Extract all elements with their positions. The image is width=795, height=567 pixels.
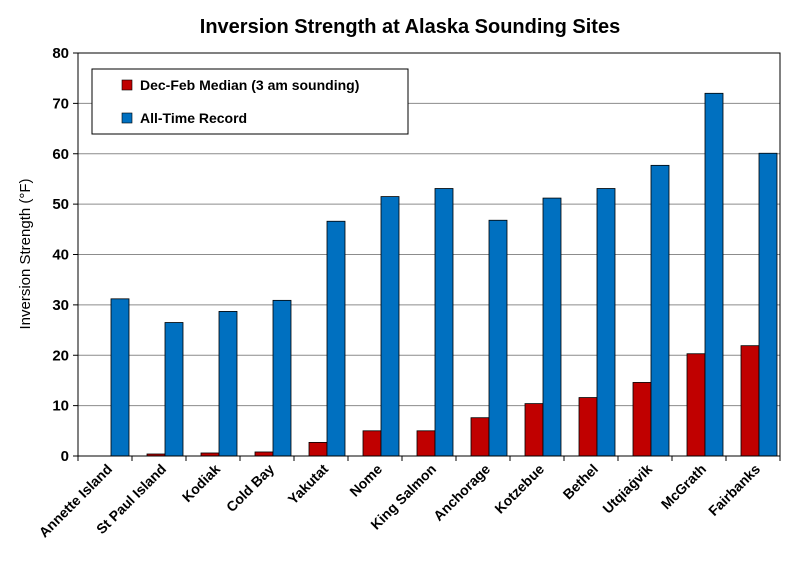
chart-title: Inversion Strength at Alaska Sounding Si… xyxy=(200,16,620,38)
bar-record-10 xyxy=(650,164,670,457)
legend-entry-all-time-record: All-Time Record xyxy=(140,110,247,126)
x-category-label-7: Anchorage xyxy=(430,461,493,524)
bar-record-0 xyxy=(110,298,130,457)
x-category-label-2: Kodiak xyxy=(179,461,223,505)
y-tick-label-40: 40 xyxy=(52,247,69,264)
bar-record-9 xyxy=(596,188,616,457)
x-category-label-9: Bethel xyxy=(560,461,602,503)
bar-record-11 xyxy=(704,92,724,457)
legend-entry-dec-feb-median: Dec-Feb Median (3 am sounding) xyxy=(140,77,359,93)
bar-record-4 xyxy=(326,220,346,457)
bar-median-4 xyxy=(308,441,328,457)
x-category-label-12: Fairbanks xyxy=(705,461,763,519)
y-tick-label-80: 80 xyxy=(52,45,69,62)
legend-swatch-dec-feb-median xyxy=(121,79,133,91)
bar-median-9 xyxy=(578,397,598,457)
bar-record-2 xyxy=(218,311,238,457)
y-tick-label-20: 20 xyxy=(52,347,69,364)
y-tick-label-70: 70 xyxy=(52,95,69,112)
legend: Dec-Feb Median (3 am sounding) All-Time … xyxy=(91,68,409,135)
bar-median-12 xyxy=(740,345,760,457)
bar-record-5 xyxy=(380,196,400,457)
x-category-label-3: Cold Bay xyxy=(223,461,277,515)
legend-box xyxy=(91,68,409,135)
bar-median-3 xyxy=(254,451,274,457)
bars xyxy=(110,92,778,457)
bar-record-12 xyxy=(758,152,778,457)
bar-record-1 xyxy=(164,322,184,457)
y-tick-label-50: 50 xyxy=(52,196,69,213)
bar-median-8 xyxy=(524,403,544,457)
x-category-label-8: Kotzebue xyxy=(491,461,547,517)
x-category-label-4: Yakutat xyxy=(285,461,332,508)
bar-record-8 xyxy=(542,197,562,457)
bar-median-5 xyxy=(362,430,382,457)
bar-record-3 xyxy=(272,299,292,457)
legend-swatch-all-time-record xyxy=(121,112,133,124)
bar-record-6 xyxy=(434,188,454,457)
y-tick-label-10: 10 xyxy=(52,398,69,415)
y-axis-ticks: 0 10 20 30 40 50 60 70 80 xyxy=(52,45,78,465)
x-category-label-10: Utqiaġvik xyxy=(599,461,655,517)
bar-record-7 xyxy=(488,219,508,457)
bar-median-10 xyxy=(632,382,652,457)
y-tick-label-60: 60 xyxy=(52,146,69,163)
bar-median-6 xyxy=(416,430,436,457)
y-axis-label: Inversion Strength (°F) xyxy=(17,178,34,329)
y-tick-label-30: 30 xyxy=(52,297,69,314)
bar-median-11 xyxy=(686,353,706,457)
x-category-label-5: Nome xyxy=(346,461,385,500)
y-tick-label-0: 0 xyxy=(61,448,69,465)
x-category-label-11: McGrath xyxy=(658,461,709,512)
bar-median-7 xyxy=(470,417,490,457)
